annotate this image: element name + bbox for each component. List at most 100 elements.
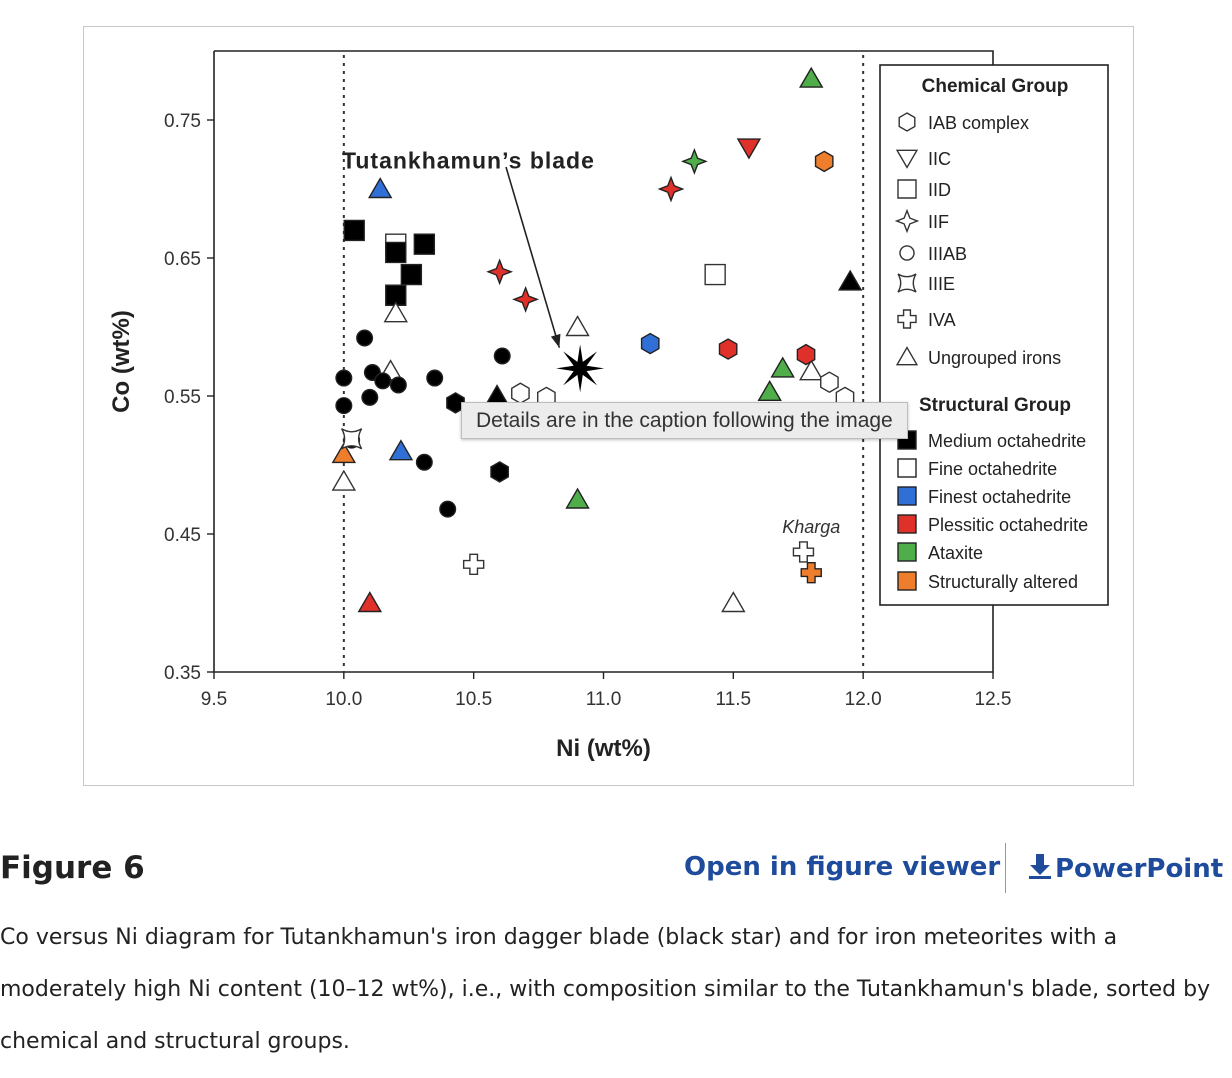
data-point-circle bbox=[335, 369, 353, 387]
data-point-triangle-up bbox=[383, 301, 408, 323]
legend-chemical-label: IAB complex bbox=[928, 113, 1029, 133]
legend-swatch-ataxite bbox=[897, 542, 917, 562]
data-point-square bbox=[343, 219, 365, 242]
legend-marker-circle bbox=[899, 245, 915, 261]
legend-marker-triangle-down bbox=[895, 149, 919, 169]
legend-structural-title: Structural Group bbox=[919, 395, 1071, 416]
data-point-hexagon bbox=[446, 392, 465, 414]
legend-marker-cross bbox=[897, 309, 917, 329]
legend-chemical-label: IIC bbox=[928, 149, 951, 169]
figure-caption: Co versus Ni diagram for Tutankhamun's i… bbox=[0, 925, 1211, 1054]
data-point-hexagon bbox=[820, 371, 839, 394]
annotation-arrowhead bbox=[550, 333, 561, 348]
powerpoint-link[interactable]: PowerPoint bbox=[1027, 852, 1223, 887]
data-point-circle bbox=[374, 372, 392, 390]
data-point-circle bbox=[335, 397, 353, 415]
figure-image[interactable]: 9.5 10.0 10.5 11.0 11.5 12.0 12.5 0.35 0.45 0.55 0… bbox=[83, 26, 1134, 786]
data-point-triangle-up bbox=[799, 66, 824, 88]
legend-chemical-label: IIIAB bbox=[928, 244, 967, 264]
data-point-circle bbox=[426, 369, 444, 387]
data-point-square bbox=[704, 263, 726, 286]
legend-chemical-label: IIF bbox=[928, 212, 949, 232]
data-point-triangle-up bbox=[757, 379, 782, 402]
legend-marker-square bbox=[897, 179, 917, 199]
data-point-triangle-up bbox=[770, 356, 795, 378]
data-point-square bbox=[385, 241, 407, 264]
legend-swatch-altered bbox=[897, 571, 917, 591]
legend-chemical-label: IID bbox=[928, 180, 951, 200]
data-point-triangle-up bbox=[837, 269, 863, 291]
x-tick-label: 11.0 bbox=[586, 689, 622, 710]
data-point-triangle-up bbox=[331, 442, 357, 464]
data-point-star4 bbox=[512, 285, 540, 313]
legend-box bbox=[879, 64, 1109, 606]
data-point-circle bbox=[439, 500, 457, 518]
legend-structural-label: Medium octahedrite bbox=[928, 431, 1086, 451]
legend-marker-triangle-up bbox=[895, 346, 919, 366]
co-ni-scatter-chart: 9.5 10.0 10.5 11.0 11.5 12.0 12.5 0.35 0.45 0.55 0… bbox=[108, 50, 1109, 762]
x-tick-label: 11.5 bbox=[716, 689, 752, 710]
data-point-star4 bbox=[486, 258, 514, 286]
x-tick-label: 10.5 bbox=[455, 689, 492, 710]
data-point-cross bbox=[792, 541, 815, 563]
data-point-cross bbox=[800, 561, 822, 584]
legend-chemical-label: Ungrouped irons bbox=[928, 348, 1061, 368]
data-point-triangle-down bbox=[736, 138, 762, 160]
legend: Chemical Group IAB complex IIC IID IIF IIIAB I… bbox=[879, 64, 1109, 606]
data-point-triangle-up bbox=[565, 487, 590, 509]
link-divider bbox=[1005, 843, 1006, 893]
legend-swatch-finest bbox=[897, 486, 917, 506]
x-tick-label: 12.5 bbox=[975, 689, 1012, 710]
legend-swatch-fine bbox=[897, 458, 917, 478]
legend-marker-star4 bbox=[894, 208, 920, 234]
data-point-circle bbox=[356, 329, 374, 347]
download-icon bbox=[1027, 852, 1053, 887]
data-point-star4 bbox=[657, 175, 685, 203]
data-point-triangle-up bbox=[357, 591, 383, 613]
data-point-circle bbox=[389, 376, 407, 394]
data-point-circle bbox=[415, 453, 433, 471]
y-axis-label: Co (wt%) bbox=[108, 310, 135, 413]
legend-structural-label: Ataxite bbox=[928, 543, 983, 563]
data-point-triangle-up bbox=[565, 315, 590, 337]
data-point-hexagon bbox=[796, 343, 816, 366]
legend-marker-iiie bbox=[897, 273, 917, 293]
image-tooltip: Details are in the caption following the… bbox=[461, 402, 908, 439]
x-tick-label: 10.0 bbox=[325, 689, 362, 710]
y-tick-label: 0.35 bbox=[164, 663, 201, 684]
data-point-square bbox=[385, 284, 407, 306]
data-point-triangle-up bbox=[799, 359, 824, 381]
powerpoint-label: PowerPoint bbox=[1055, 854, 1224, 884]
x-tick-label: 9.5 bbox=[201, 689, 227, 710]
data-point-hexagon bbox=[640, 332, 660, 355]
legend-marker-hexagon bbox=[898, 112, 916, 132]
legend-chemical-label: IIIE bbox=[928, 274, 955, 294]
data-point-cross bbox=[462, 553, 485, 576]
y-tick-label: 0.65 bbox=[164, 249, 201, 270]
legend-structural-label: Structurally altered bbox=[928, 572, 1078, 592]
legend-swatch-plessitic bbox=[897, 514, 917, 534]
y-tick-label: 0.75 bbox=[164, 111, 201, 132]
data-point-star4 bbox=[680, 147, 708, 175]
data-point-hexagon bbox=[511, 382, 530, 405]
data-point-triangle-up bbox=[331, 469, 357, 491]
plot-frame bbox=[213, 50, 994, 673]
data-point-hexagon bbox=[718, 338, 738, 360]
blade-annotation: Tutankhamun’s blade bbox=[342, 147, 595, 173]
legend-chemical-title: Chemical Group bbox=[922, 76, 1069, 97]
data-point-circle bbox=[493, 347, 511, 365]
plot-layer: 9.5 10.0 10.5 11.0 11.5 12.0 12.5 0.35 0.45 0.55 0… bbox=[108, 50, 1012, 762]
open-figure-viewer-link[interactable]: Open in figure viewer bbox=[684, 852, 1001, 882]
legend-chemical-label: IVA bbox=[928, 310, 956, 330]
annotation-arrow bbox=[505, 166, 561, 348]
legend-structural-label: Plessitic octahedrite bbox=[928, 515, 1088, 535]
data-point-square bbox=[413, 233, 436, 255]
blade-star-marker bbox=[556, 344, 605, 393]
data-point-triangle-up bbox=[721, 591, 746, 613]
x-axis-label: Ni (wt%) bbox=[556, 735, 651, 762]
legend-structural-label: Finest octahedrite bbox=[928, 487, 1071, 507]
data-point-triangle-up bbox=[367, 177, 393, 199]
y-tick-label: 0.55 bbox=[164, 387, 201, 408]
x-tick-label: 12.0 bbox=[845, 689, 882, 710]
data-point-hexagon bbox=[814, 150, 834, 173]
